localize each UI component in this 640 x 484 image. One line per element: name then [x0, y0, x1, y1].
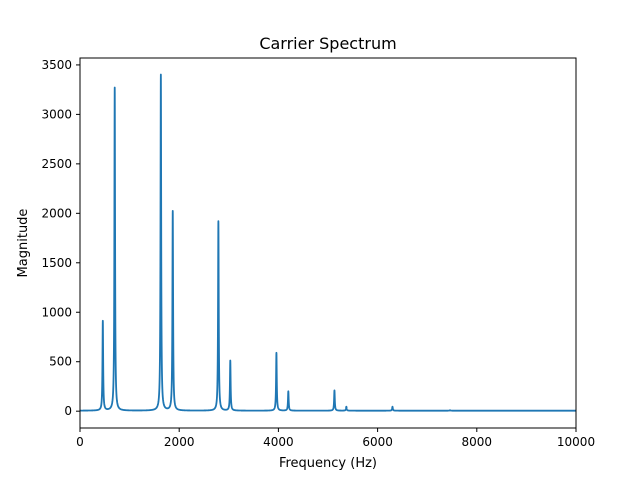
plot-frame	[79, 57, 577, 429]
y-tick-label: 1000	[41, 305, 72, 319]
y-tick-label: 2000	[41, 206, 72, 220]
x-axis-label: Frequency (Hz)	[279, 456, 377, 471]
chart-title: Carrier Spectrum	[259, 34, 396, 53]
y-tick-label: 3500	[41, 58, 72, 72]
y-axis-label: Magnitude	[16, 209, 31, 278]
y-tick-label: 1500	[41, 256, 72, 270]
spectrum-series-line	[80, 73, 576, 412]
x-tick-label: 6000	[362, 435, 393, 449]
y-tick-label: 2500	[41, 157, 72, 171]
x-tick-label: 4000	[263, 435, 294, 449]
x-tick-label: 0	[76, 435, 84, 449]
x-tick-label: 2000	[164, 435, 195, 449]
y-tick-label: 3000	[41, 107, 72, 121]
x-tick-label: 10000	[557, 435, 595, 449]
y-tick-label: 0	[64, 404, 72, 418]
y-tick-label: 500	[49, 355, 72, 369]
x-tick-label: 8000	[462, 435, 493, 449]
axis-ticks: 0 2000 4000 6000 8000 10000 0 500 1000 1500 2000 25…	[41, 58, 595, 449]
